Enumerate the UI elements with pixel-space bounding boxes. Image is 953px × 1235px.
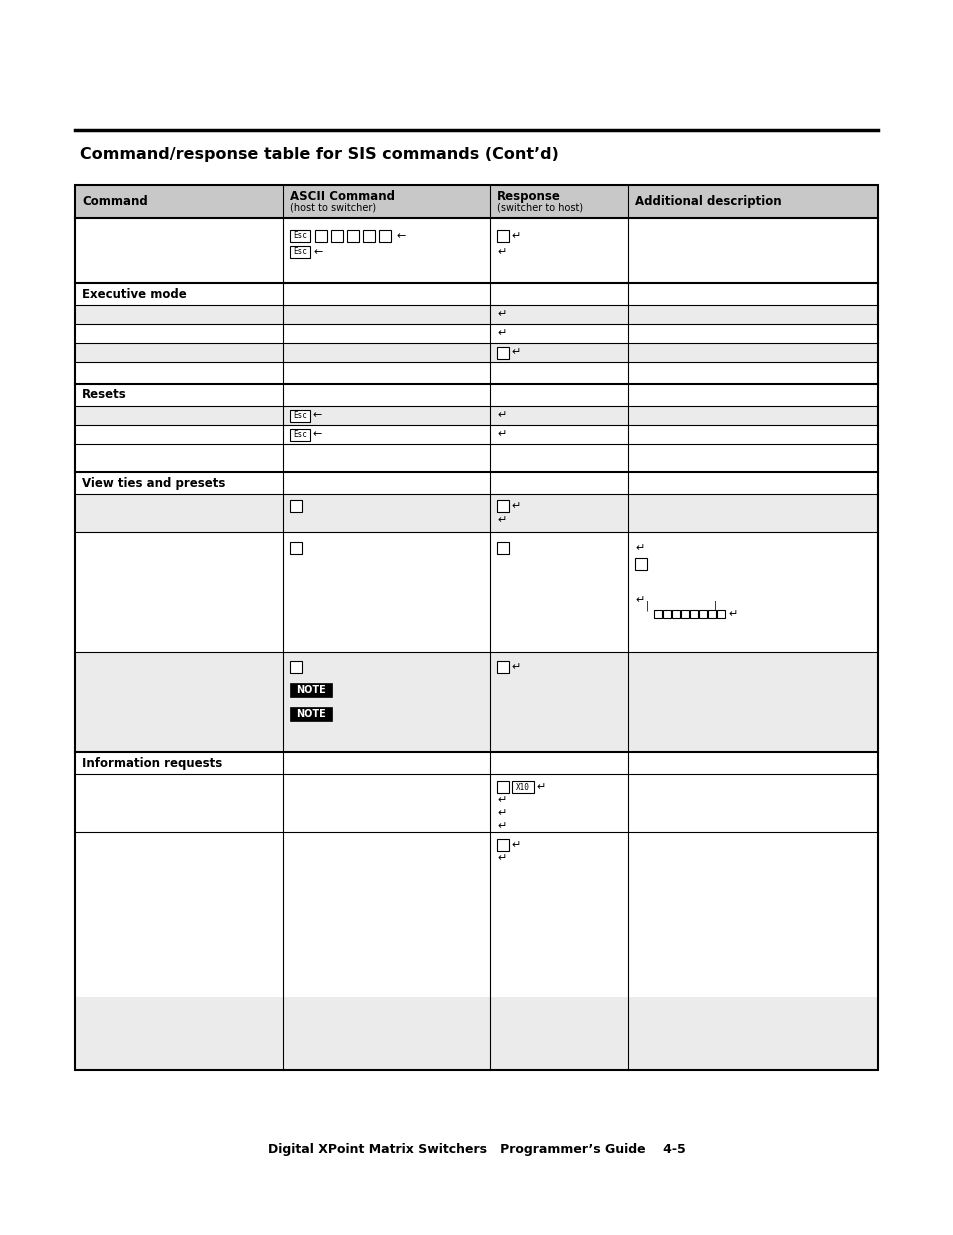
Text: Esc: Esc bbox=[293, 430, 307, 438]
Text: ↵: ↵ bbox=[635, 543, 643, 553]
Bar bbox=[75, 185, 877, 1070]
Bar bbox=[290, 246, 310, 258]
Text: ↵: ↵ bbox=[511, 662, 519, 672]
Bar bbox=[707, 610, 716, 618]
Text: Resets: Resets bbox=[82, 389, 127, 401]
Text: X10: X10 bbox=[516, 783, 529, 792]
Bar bbox=[689, 610, 698, 618]
Text: Additional description: Additional description bbox=[635, 195, 781, 207]
Text: ←: ← bbox=[313, 430, 322, 440]
Text: ↵: ↵ bbox=[497, 310, 506, 320]
Text: NOTE: NOTE bbox=[295, 709, 326, 719]
Text: ↵: ↵ bbox=[497, 247, 506, 257]
Bar bbox=[635, 558, 646, 571]
Bar bbox=[290, 661, 302, 673]
Bar bbox=[290, 429, 310, 441]
Text: ←: ← bbox=[314, 247, 323, 257]
Text: ↵: ↵ bbox=[497, 808, 506, 818]
Bar bbox=[662, 610, 670, 618]
Text: ↵: ↵ bbox=[497, 821, 506, 831]
Bar bbox=[75, 185, 877, 219]
Bar bbox=[680, 610, 688, 618]
Text: |: | bbox=[713, 600, 717, 611]
Bar bbox=[290, 230, 310, 242]
Text: ↵: ↵ bbox=[497, 329, 506, 338]
Text: ←: ← bbox=[313, 410, 322, 420]
Bar bbox=[290, 542, 302, 555]
Bar bbox=[497, 839, 509, 851]
Text: ↵: ↵ bbox=[497, 430, 506, 440]
Bar bbox=[75, 219, 877, 283]
Text: ↵: ↵ bbox=[635, 595, 643, 605]
Text: Esc: Esc bbox=[293, 411, 307, 420]
Text: View ties and presets: View ties and presets bbox=[82, 477, 225, 489]
Bar bbox=[75, 532, 877, 652]
Bar bbox=[512, 781, 534, 793]
Bar bbox=[497, 542, 509, 555]
Text: ↵: ↵ bbox=[497, 515, 506, 525]
Bar bbox=[75, 445, 877, 472]
Bar bbox=[378, 230, 391, 242]
Text: Response: Response bbox=[497, 190, 560, 203]
Bar bbox=[75, 343, 877, 362]
Bar bbox=[290, 500, 302, 513]
Bar bbox=[331, 230, 343, 242]
Text: |: | bbox=[645, 600, 649, 611]
Text: Information requests: Information requests bbox=[82, 757, 222, 769]
Text: ↵: ↵ bbox=[497, 410, 506, 420]
Text: Esc: Esc bbox=[293, 231, 307, 241]
Bar bbox=[314, 230, 327, 242]
Text: ↵: ↵ bbox=[497, 853, 506, 863]
Text: ←: ← bbox=[396, 231, 406, 241]
Bar bbox=[75, 305, 877, 324]
Bar bbox=[290, 706, 332, 721]
Bar bbox=[497, 661, 509, 673]
Bar bbox=[671, 610, 679, 618]
Bar bbox=[75, 774, 877, 832]
Bar bbox=[75, 425, 877, 445]
Bar bbox=[497, 230, 509, 242]
Text: Executive mode: Executive mode bbox=[82, 288, 187, 300]
Text: ↵: ↵ bbox=[511, 840, 519, 850]
Text: Esc: Esc bbox=[293, 247, 307, 257]
Bar bbox=[654, 610, 661, 618]
Bar bbox=[75, 752, 877, 774]
Text: Command: Command bbox=[82, 195, 148, 207]
Text: Digital XPoint Matrix Switchers   Programmer’s Guide    4-5: Digital XPoint Matrix Switchers Programm… bbox=[268, 1144, 685, 1156]
Bar bbox=[497, 500, 509, 513]
Bar bbox=[75, 324, 877, 343]
Bar bbox=[290, 683, 332, 697]
Text: ↵: ↵ bbox=[511, 501, 519, 511]
Text: Command/response table for SIS commands (Cont’d): Command/response table for SIS commands … bbox=[80, 147, 558, 163]
Bar bbox=[363, 230, 375, 242]
Text: ASCII Command: ASCII Command bbox=[290, 190, 395, 203]
Bar bbox=[497, 781, 509, 793]
Bar bbox=[75, 652, 877, 752]
Bar bbox=[75, 472, 877, 494]
Text: ↵: ↵ bbox=[511, 231, 519, 241]
Bar bbox=[75, 406, 877, 425]
Bar bbox=[75, 997, 877, 1070]
Bar bbox=[75, 384, 877, 406]
Bar bbox=[75, 283, 877, 305]
Text: NOTE: NOTE bbox=[295, 685, 326, 695]
Bar bbox=[699, 610, 706, 618]
Bar bbox=[290, 410, 310, 421]
Text: (host to switcher): (host to switcher) bbox=[290, 203, 375, 212]
Text: ↵: ↵ bbox=[497, 795, 506, 805]
Bar bbox=[717, 610, 724, 618]
Text: ↵: ↵ bbox=[536, 782, 545, 792]
Bar bbox=[497, 347, 509, 358]
Text: (switcher to host): (switcher to host) bbox=[497, 203, 582, 212]
Text: ↵: ↵ bbox=[511, 347, 519, 357]
Bar bbox=[75, 362, 877, 384]
Bar bbox=[347, 230, 358, 242]
Text: ↵: ↵ bbox=[727, 609, 737, 619]
Bar bbox=[75, 494, 877, 532]
